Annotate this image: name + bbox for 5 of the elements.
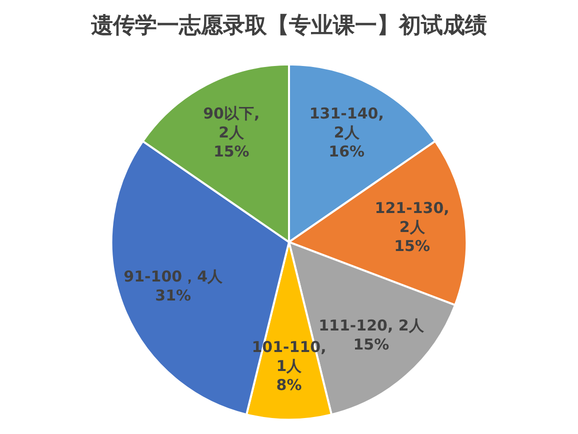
slice-label: 121-130, 2人 15% [374,199,450,256]
slice-label: 131-140, 2人 16% [309,104,384,160]
slice-label: 90以下, 2人 15% [203,104,260,160]
chart-title: 遗传学一志愿录取【专业课一】初试成绩 [90,12,487,38]
slice-label: 91-100，4人 31% [124,268,224,305]
